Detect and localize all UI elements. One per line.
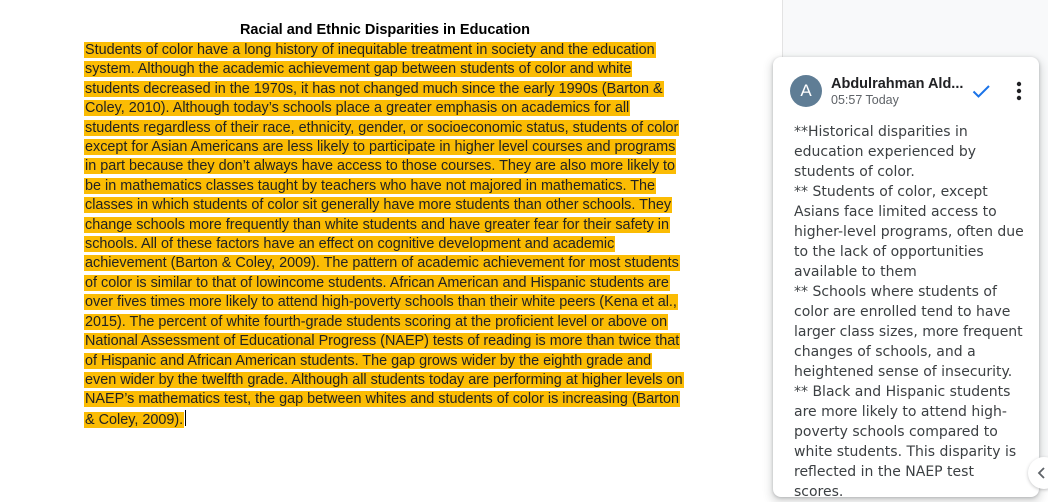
document-page: Racial and Ethnic Disparities in Educati… [84,22,684,430]
collapse-sidebar-button[interactable] [1028,457,1048,489]
more-vert-icon [1016,81,1022,101]
comment-text: **Historical disparities in education ex… [794,122,1024,502]
text-cursor [185,409,187,426]
resolve-button[interactable] [969,79,993,103]
comment-line: **Historical disparities in education ex… [794,124,977,180]
comment-card[interactable]: A Abdulrahman Ald... 05:57 Today **Histo… [773,57,1039,500]
highlighted-text[interactable]: Students of color have a long history of… [84,42,684,428]
comment-line: ** Black and Hispanic students are more … [794,384,1017,500]
comment-author: Abdulrahman Ald... [831,76,964,92]
comment-timestamp: 05:57 Today [831,93,899,107]
avatar: A [790,75,822,107]
more-options-button[interactable] [1009,77,1029,105]
document-title: Racial and Ethnic Disparities in Educati… [239,22,531,38]
chevron-left-icon [1037,467,1045,479]
document-body[interactable]: Students of color have a long history of… [84,41,684,430]
comment-line: ** Students of color, except Asians face… [794,184,1024,280]
comment-line: ** Schools where students of color are e… [794,284,1023,380]
check-icon [972,85,990,98]
